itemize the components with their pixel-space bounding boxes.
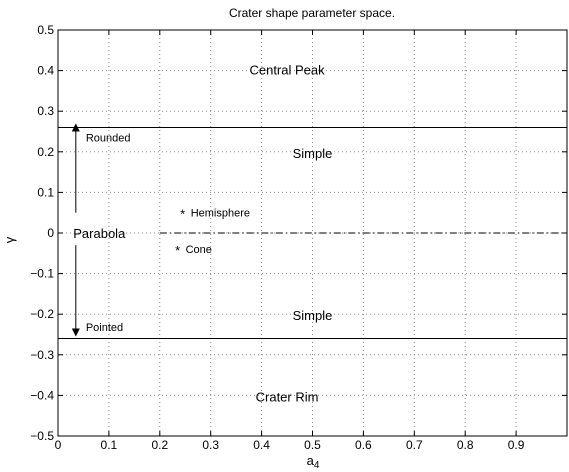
axis-ticks: 0 0.1 0.2 0.3 0.4 0.5 0.6 0.7 0.8 0.9 −0.5 −0.4 −0.3…	[30, 23, 567, 452]
y-tick-label-8: 0.3	[37, 104, 54, 118]
y-tick-label-2: −0.3	[30, 348, 54, 362]
x-axis-label: a4	[307, 453, 320, 471]
x-tick-label-4: 0.4	[253, 438, 270, 452]
point-marker-0: *	[180, 207, 185, 222]
y-tick-label-3: −0.2	[30, 307, 54, 321]
region-label-2: Simple	[293, 308, 333, 323]
y-axis-label: γ	[2, 236, 17, 243]
x-tick-label-2: 0.2	[151, 438, 168, 452]
x-tick-label-6: 0.6	[355, 438, 372, 452]
y-tick-label-0: −0.5	[30, 429, 54, 443]
x-tick-label-5: 0.5	[304, 438, 321, 452]
region-label-1: Simple	[293, 146, 333, 161]
y-tick-label-9: 0.4	[37, 64, 54, 78]
region-label-3: Crater Rim	[256, 389, 319, 404]
y-tick-label-5: 0	[47, 226, 54, 240]
y-tick-label-1: −0.4	[30, 388, 54, 402]
parabola-label: Parabola	[73, 226, 126, 241]
x-tick-label-0: 0	[55, 438, 62, 452]
y-tick-label-4: −0.1	[30, 267, 54, 281]
y-tick-label-10: 0.5	[37, 23, 54, 37]
x-tick-label-8: 0.8	[457, 438, 474, 452]
arrow-label-1: Pointed	[86, 322, 123, 334]
x-tick-label-7: 0.7	[406, 438, 423, 452]
arrow-label-0: Rounded	[86, 133, 131, 145]
chart-title: Crater shape parameter space.	[229, 6, 395, 20]
y-tick-label-7: 0.2	[37, 145, 54, 159]
point-marker-1: *	[175, 243, 180, 258]
grid-lines	[58, 30, 567, 436]
x-tick-label-1: 0.1	[101, 438, 118, 452]
plot-frame	[57, 29, 568, 437]
region-label-0: Central Peak	[249, 63, 325, 78]
point-label-0: Hemisphere	[191, 208, 250, 220]
x-tick-label-9: 0.9	[508, 438, 525, 452]
y-tick-label-6: 0.1	[37, 185, 54, 199]
x-tick-label-3: 0.3	[202, 438, 219, 452]
point-label-1: Cone	[186, 244, 212, 256]
chart-marks: Central Peak Simple Simple Crater Rim Parabo…	[58, 63, 567, 404]
